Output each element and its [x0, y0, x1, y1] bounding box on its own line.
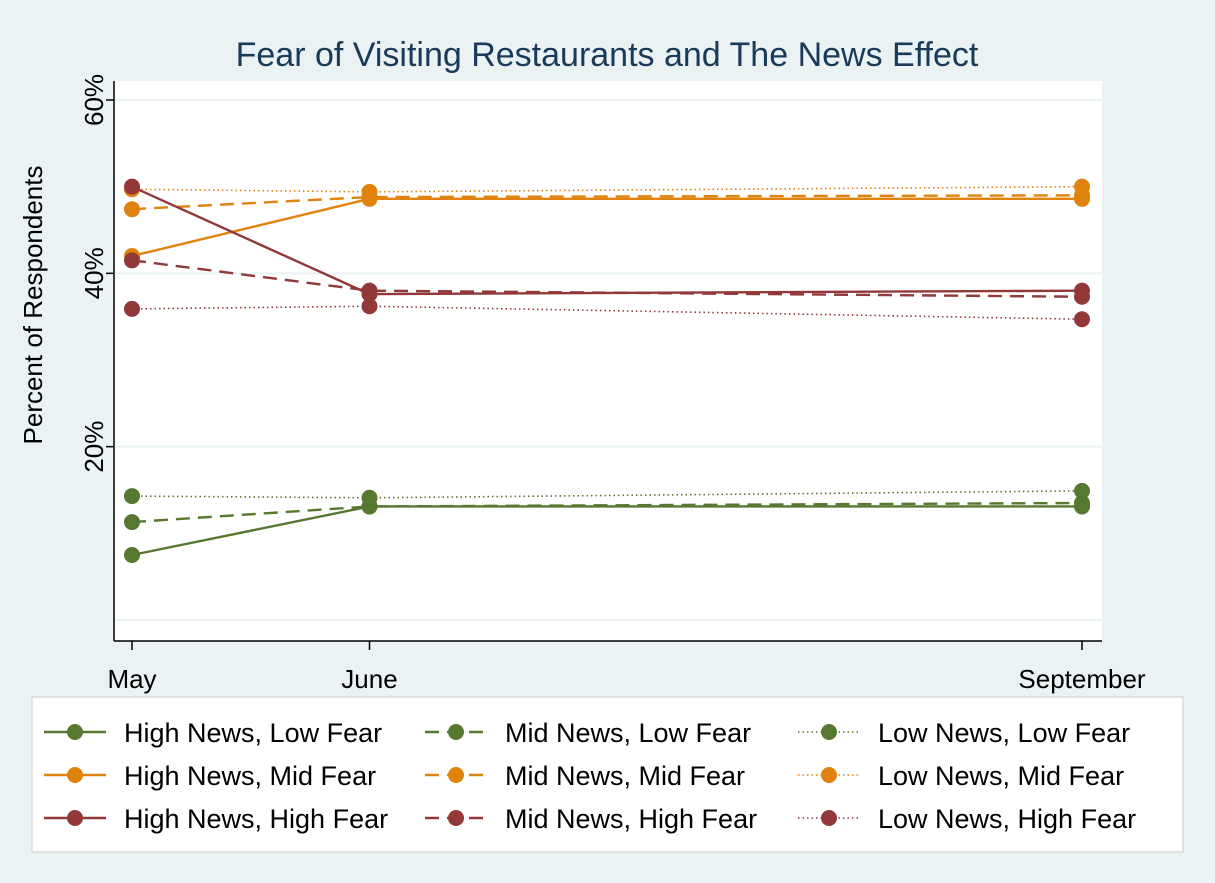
legend-label: High News, Mid Fear [124, 761, 376, 791]
series [124, 252, 1090, 305]
data-point [1074, 482, 1090, 499]
series-line [131, 259, 1083, 298]
gridlines [114, 99, 1102, 621]
legend-item: Low News, High Fear [798, 804, 1136, 834]
series-line [131, 501, 1083, 524]
legend-item: Mid News, Mid Fear [425, 761, 745, 791]
legend [31, 696, 1184, 853]
data-point [1074, 178, 1090, 195]
legend-swatch-marker [821, 767, 837, 783]
legend-swatch-marker [67, 767, 83, 783]
data-point [124, 201, 140, 218]
series [124, 298, 1090, 328]
data-point [124, 488, 140, 505]
series [124, 482, 1090, 506]
legend-item: Mid News, Low Fear [425, 718, 751, 748]
axes: 20% 40% 60% May June September [79, 74, 1146, 694]
legend-label: Mid News, High Fear [505, 804, 757, 834]
legend-swatch-marker [821, 810, 837, 826]
y-tick-label: 60% [79, 74, 109, 126]
legend-swatch-marker [448, 767, 464, 783]
data-point [124, 514, 140, 531]
x-tick-label: September [1018, 664, 1146, 694]
data-point [361, 298, 378, 315]
chart-title: Fear of Visiting Restaurants and The New… [236, 36, 979, 74]
legend-item: High News, Mid Fear [44, 761, 376, 791]
data-point [361, 183, 378, 200]
legend-item: Low News, Mid Fear [798, 761, 1124, 791]
legend-swatch-marker [448, 724, 464, 740]
series-line [131, 194, 1083, 211]
series-layer [124, 178, 1090, 563]
data-point [361, 282, 378, 299]
x-tick-label: June [341, 664, 397, 694]
y-tick-label: 20% [79, 421, 109, 473]
y-tick-label: 40% [79, 247, 109, 299]
legend-label: Low News, Mid Fear [878, 761, 1124, 791]
data-point [124, 178, 140, 195]
legend-label: High News, Low Fear [124, 718, 382, 748]
legend-swatch-marker [448, 810, 464, 826]
legend-label: High News, High Fear [124, 804, 388, 834]
legend-item: High News, Low Fear [44, 718, 382, 748]
legend-items: High News, Low Fear Mid News, Low Fear Low… [44, 718, 1136, 834]
legend-swatch-marker [67, 810, 83, 826]
x-tick-label: May [107, 664, 156, 694]
legend-label: Low News, High Fear [878, 804, 1136, 834]
legend-item: High News, High Fear [44, 804, 388, 834]
legend-label: Mid News, Mid Fear [505, 761, 745, 791]
data-point [124, 300, 140, 317]
legend-swatch-marker [821, 724, 837, 740]
legend-label: Low News, Low Fear [878, 718, 1130, 748]
data-point [361, 489, 378, 506]
y-axis-label: Percent of Respondents [18, 166, 48, 445]
data-point [1074, 311, 1090, 328]
plot-area [114, 81, 1102, 641]
legend-item: Mid News, High Fear [425, 804, 757, 834]
legend-item: Low News, Low Fear [798, 718, 1130, 748]
data-point [1074, 288, 1090, 305]
legend-swatch-marker [67, 724, 83, 740]
data-point [1074, 495, 1090, 511]
data-point [124, 252, 140, 269]
data-point [124, 547, 140, 563]
legend-label: Mid News, Low Fear [505, 718, 751, 748]
